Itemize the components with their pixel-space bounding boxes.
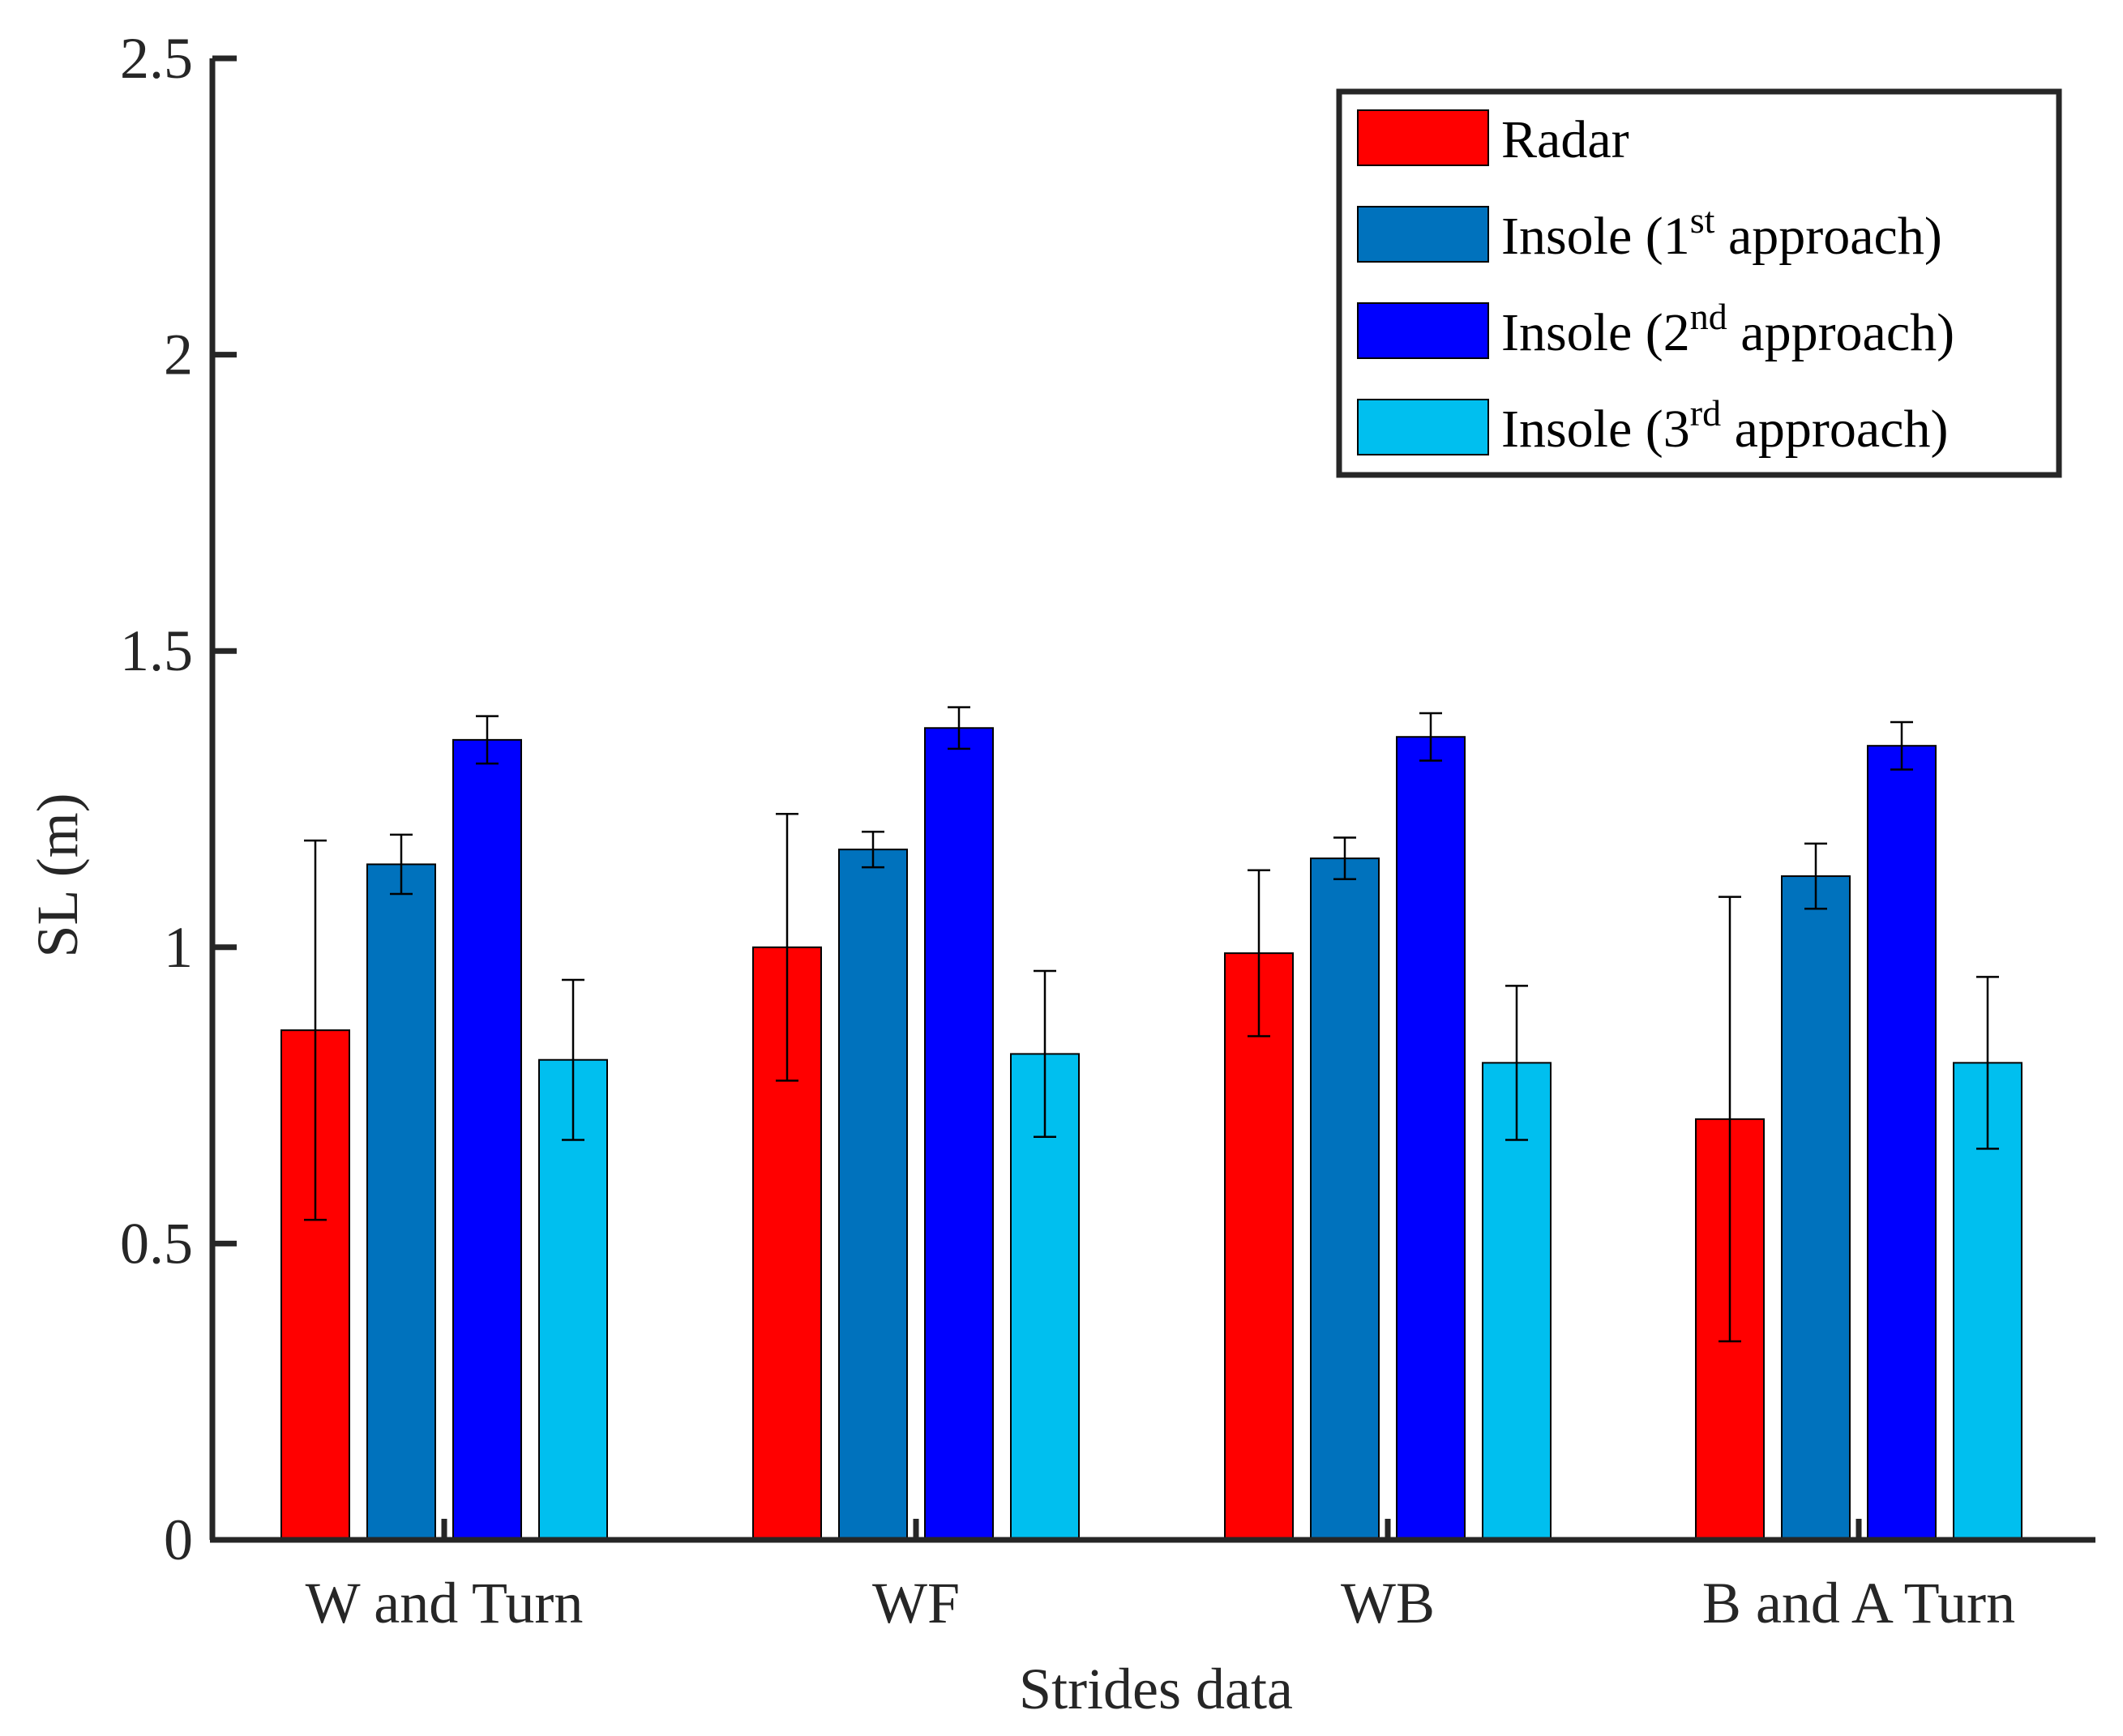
y-tick-label: 0 xyxy=(164,1507,193,1572)
legend-label: Insole (3rd approach) xyxy=(1501,392,1948,459)
y-tick-label: 2 xyxy=(164,323,193,387)
y-tick-label: 1.5 xyxy=(120,618,193,683)
error-bar xyxy=(1333,836,1356,880)
x-tick-label: WF xyxy=(872,1571,960,1636)
error-bar xyxy=(862,830,884,869)
legend-swatch xyxy=(1357,206,1489,263)
y-tick-label: 2.5 xyxy=(120,26,193,91)
error-bar xyxy=(1804,842,1827,910)
bar-insole-1st-approach--wb xyxy=(1310,857,1380,1541)
error-bar xyxy=(304,839,327,1221)
legend-label-superscript: st xyxy=(1690,199,1715,241)
bar-insole-1st-approach--b-and-a-turn xyxy=(1781,875,1851,1541)
legend-item: Radar xyxy=(1357,109,1629,169)
error-bar xyxy=(390,833,413,896)
x-axis-label: Strides data xyxy=(1019,1657,1293,1721)
legend-label: Insole (2nd approach) xyxy=(1501,296,1954,362)
error-bar xyxy=(1976,976,1999,1150)
axes-layer: 0 0.5 1 1.5 2 2.5 W and Turn WF WB B and A Turn xyxy=(120,26,2095,1636)
y-axis-label: SL (m) xyxy=(25,793,90,957)
x-tick-label: WB xyxy=(1341,1571,1435,1636)
legend-label-superscript: nd xyxy=(1690,296,1727,337)
bar-insole-2nd-approach--wb xyxy=(1396,736,1466,1541)
bar-radar-wb xyxy=(1224,952,1294,1541)
bar-insole-2nd-approach--wf xyxy=(924,727,994,1541)
bar-insole-2nd-approach--w-and-turn xyxy=(452,738,522,1541)
bar-insole-3rd-approach--wb xyxy=(1482,1062,1552,1541)
legend-label-base: Radar xyxy=(1501,110,1629,169)
legend-item: Insole (3rd approach) xyxy=(1357,392,1948,459)
legend-label-base: Insole (1 xyxy=(1501,207,1690,266)
error-bar xyxy=(1719,896,1741,1343)
x-tick-label: B and A Turn xyxy=(1702,1571,2015,1636)
bar-insole-1st-approach--wf xyxy=(838,849,908,1541)
legend-label: Radar xyxy=(1501,110,1629,169)
legend-swatch xyxy=(1357,109,1489,166)
bars-layer xyxy=(280,727,2022,1541)
error-bar xyxy=(1034,969,1056,1139)
legend-item: Insole (2nd approach) xyxy=(1357,296,1954,362)
legend-label-suffix: approach) xyxy=(1714,207,1941,266)
legend-swatch xyxy=(1357,302,1489,359)
legend-label: Insole (1st approach) xyxy=(1501,199,1942,266)
error-bar xyxy=(1890,720,1913,771)
legend-label-base: Insole (2 xyxy=(1501,303,1690,362)
legend-swatch xyxy=(1357,399,1489,455)
legend-label-base: Insole (3 xyxy=(1501,400,1690,459)
error-bar xyxy=(1419,712,1442,762)
error-bar xyxy=(476,715,499,765)
y-tick-label: 1 xyxy=(164,915,193,980)
legend-label-superscript: rd xyxy=(1690,392,1721,434)
x-tick-label: W and Turn xyxy=(306,1571,584,1636)
legend-label-suffix: approach) xyxy=(1727,303,1954,362)
error-bar xyxy=(776,813,798,1082)
bar-insole-1st-approach--w-and-turn xyxy=(366,863,436,1541)
error-bar xyxy=(1248,869,1270,1037)
legend-label-suffix: approach) xyxy=(1721,400,1948,459)
error-bar xyxy=(1505,985,1528,1141)
error-bars-layer xyxy=(304,706,1999,1343)
error-bar xyxy=(562,978,584,1141)
y-tick-label: 0.5 xyxy=(120,1211,193,1276)
legend-item: Insole (1st approach) xyxy=(1357,199,1942,266)
error-bar xyxy=(948,706,970,750)
bar-insole-2nd-approach--b-and-a-turn xyxy=(1867,745,1937,1541)
